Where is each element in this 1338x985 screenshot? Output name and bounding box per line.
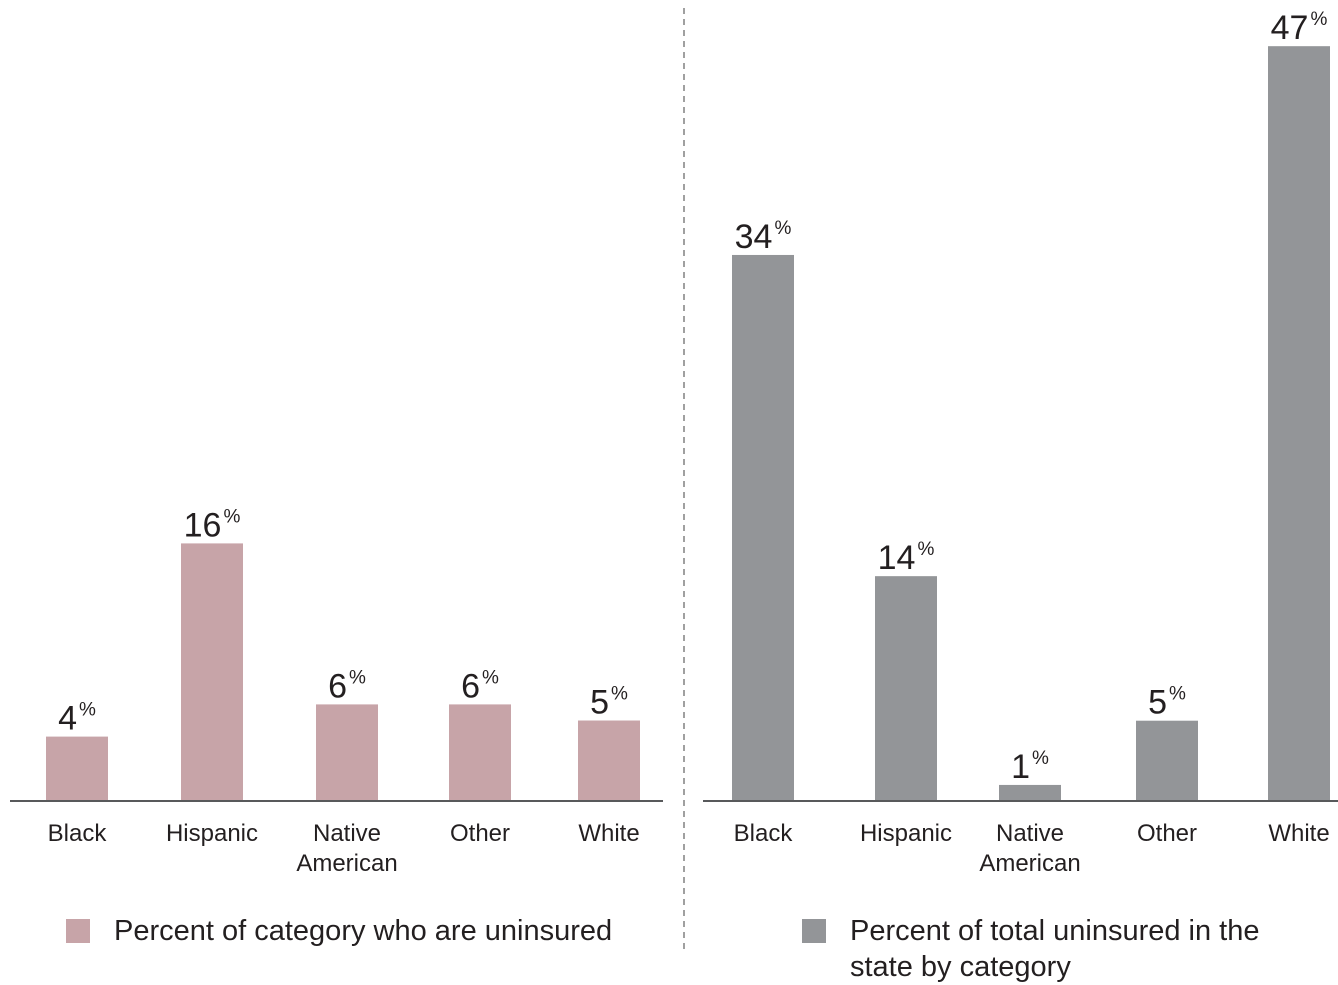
right-bar-2 bbox=[999, 784, 1061, 801]
legend-label-right: Percent of total uninsured in the state … bbox=[850, 915, 1260, 983]
left-bar-4 bbox=[578, 720, 640, 801]
left-category-label-3: Other bbox=[450, 820, 510, 847]
legend-label-left: Percent of category who are uninsured bbox=[114, 915, 613, 947]
right-value-label-4: 47% bbox=[1271, 9, 1328, 47]
left-category-label-4: White bbox=[578, 820, 639, 847]
left-value-label-4: 5% bbox=[590, 684, 628, 722]
right-value-label-0: 34% bbox=[735, 218, 792, 256]
right-value-label-2: 1% bbox=[1011, 748, 1049, 786]
left-bar-1 bbox=[181, 543, 243, 801]
left-category-label-2: Native American bbox=[296, 820, 397, 877]
left-category-label-1: Hispanic bbox=[166, 820, 258, 847]
left-value-label-1: 16% bbox=[184, 506, 241, 544]
left-value-label-0: 4% bbox=[58, 700, 96, 738]
left-value-label-2: 6% bbox=[328, 667, 366, 705]
right-value-label-1: 14% bbox=[878, 539, 935, 577]
left-bar-0 bbox=[46, 736, 108, 801]
right-category-label-2: Native American bbox=[979, 820, 1080, 877]
legend-swatch-right bbox=[802, 919, 826, 943]
right-value-label-3: 5% bbox=[1148, 684, 1186, 722]
left-bar-chart: 4 % Black 16 % Hispanic 6 % Native American 6 % Othe… bbox=[10, 506, 663, 877]
right-category-label-1: Hispanic bbox=[860, 820, 952, 847]
right-category-label-4: White bbox=[1268, 820, 1329, 847]
right-category-label-0: Black bbox=[734, 820, 794, 847]
right-bar-4 bbox=[1268, 46, 1330, 802]
legend-left: Percent of category who are uninsured bbox=[66, 915, 612, 949]
right-bar-chart: 34 % Black 14 % Hispanic 1 % Native American 5 % Oth… bbox=[703, 9, 1338, 877]
left-category-label-0: Black bbox=[48, 820, 108, 847]
legend-swatch-left bbox=[66, 919, 90, 943]
left-bar-2 bbox=[316, 704, 378, 801]
right-bar-3 bbox=[1136, 720, 1198, 801]
right-bar-0 bbox=[732, 254, 794, 801]
right-category-label-3: Other bbox=[1137, 820, 1197, 847]
left-bar-3 bbox=[449, 704, 511, 801]
right-bar-1 bbox=[875, 576, 937, 801]
left-value-label-3: 6% bbox=[461, 667, 499, 705]
legend-right: Percent of total uninsured in the state … bbox=[802, 915, 1262, 985]
